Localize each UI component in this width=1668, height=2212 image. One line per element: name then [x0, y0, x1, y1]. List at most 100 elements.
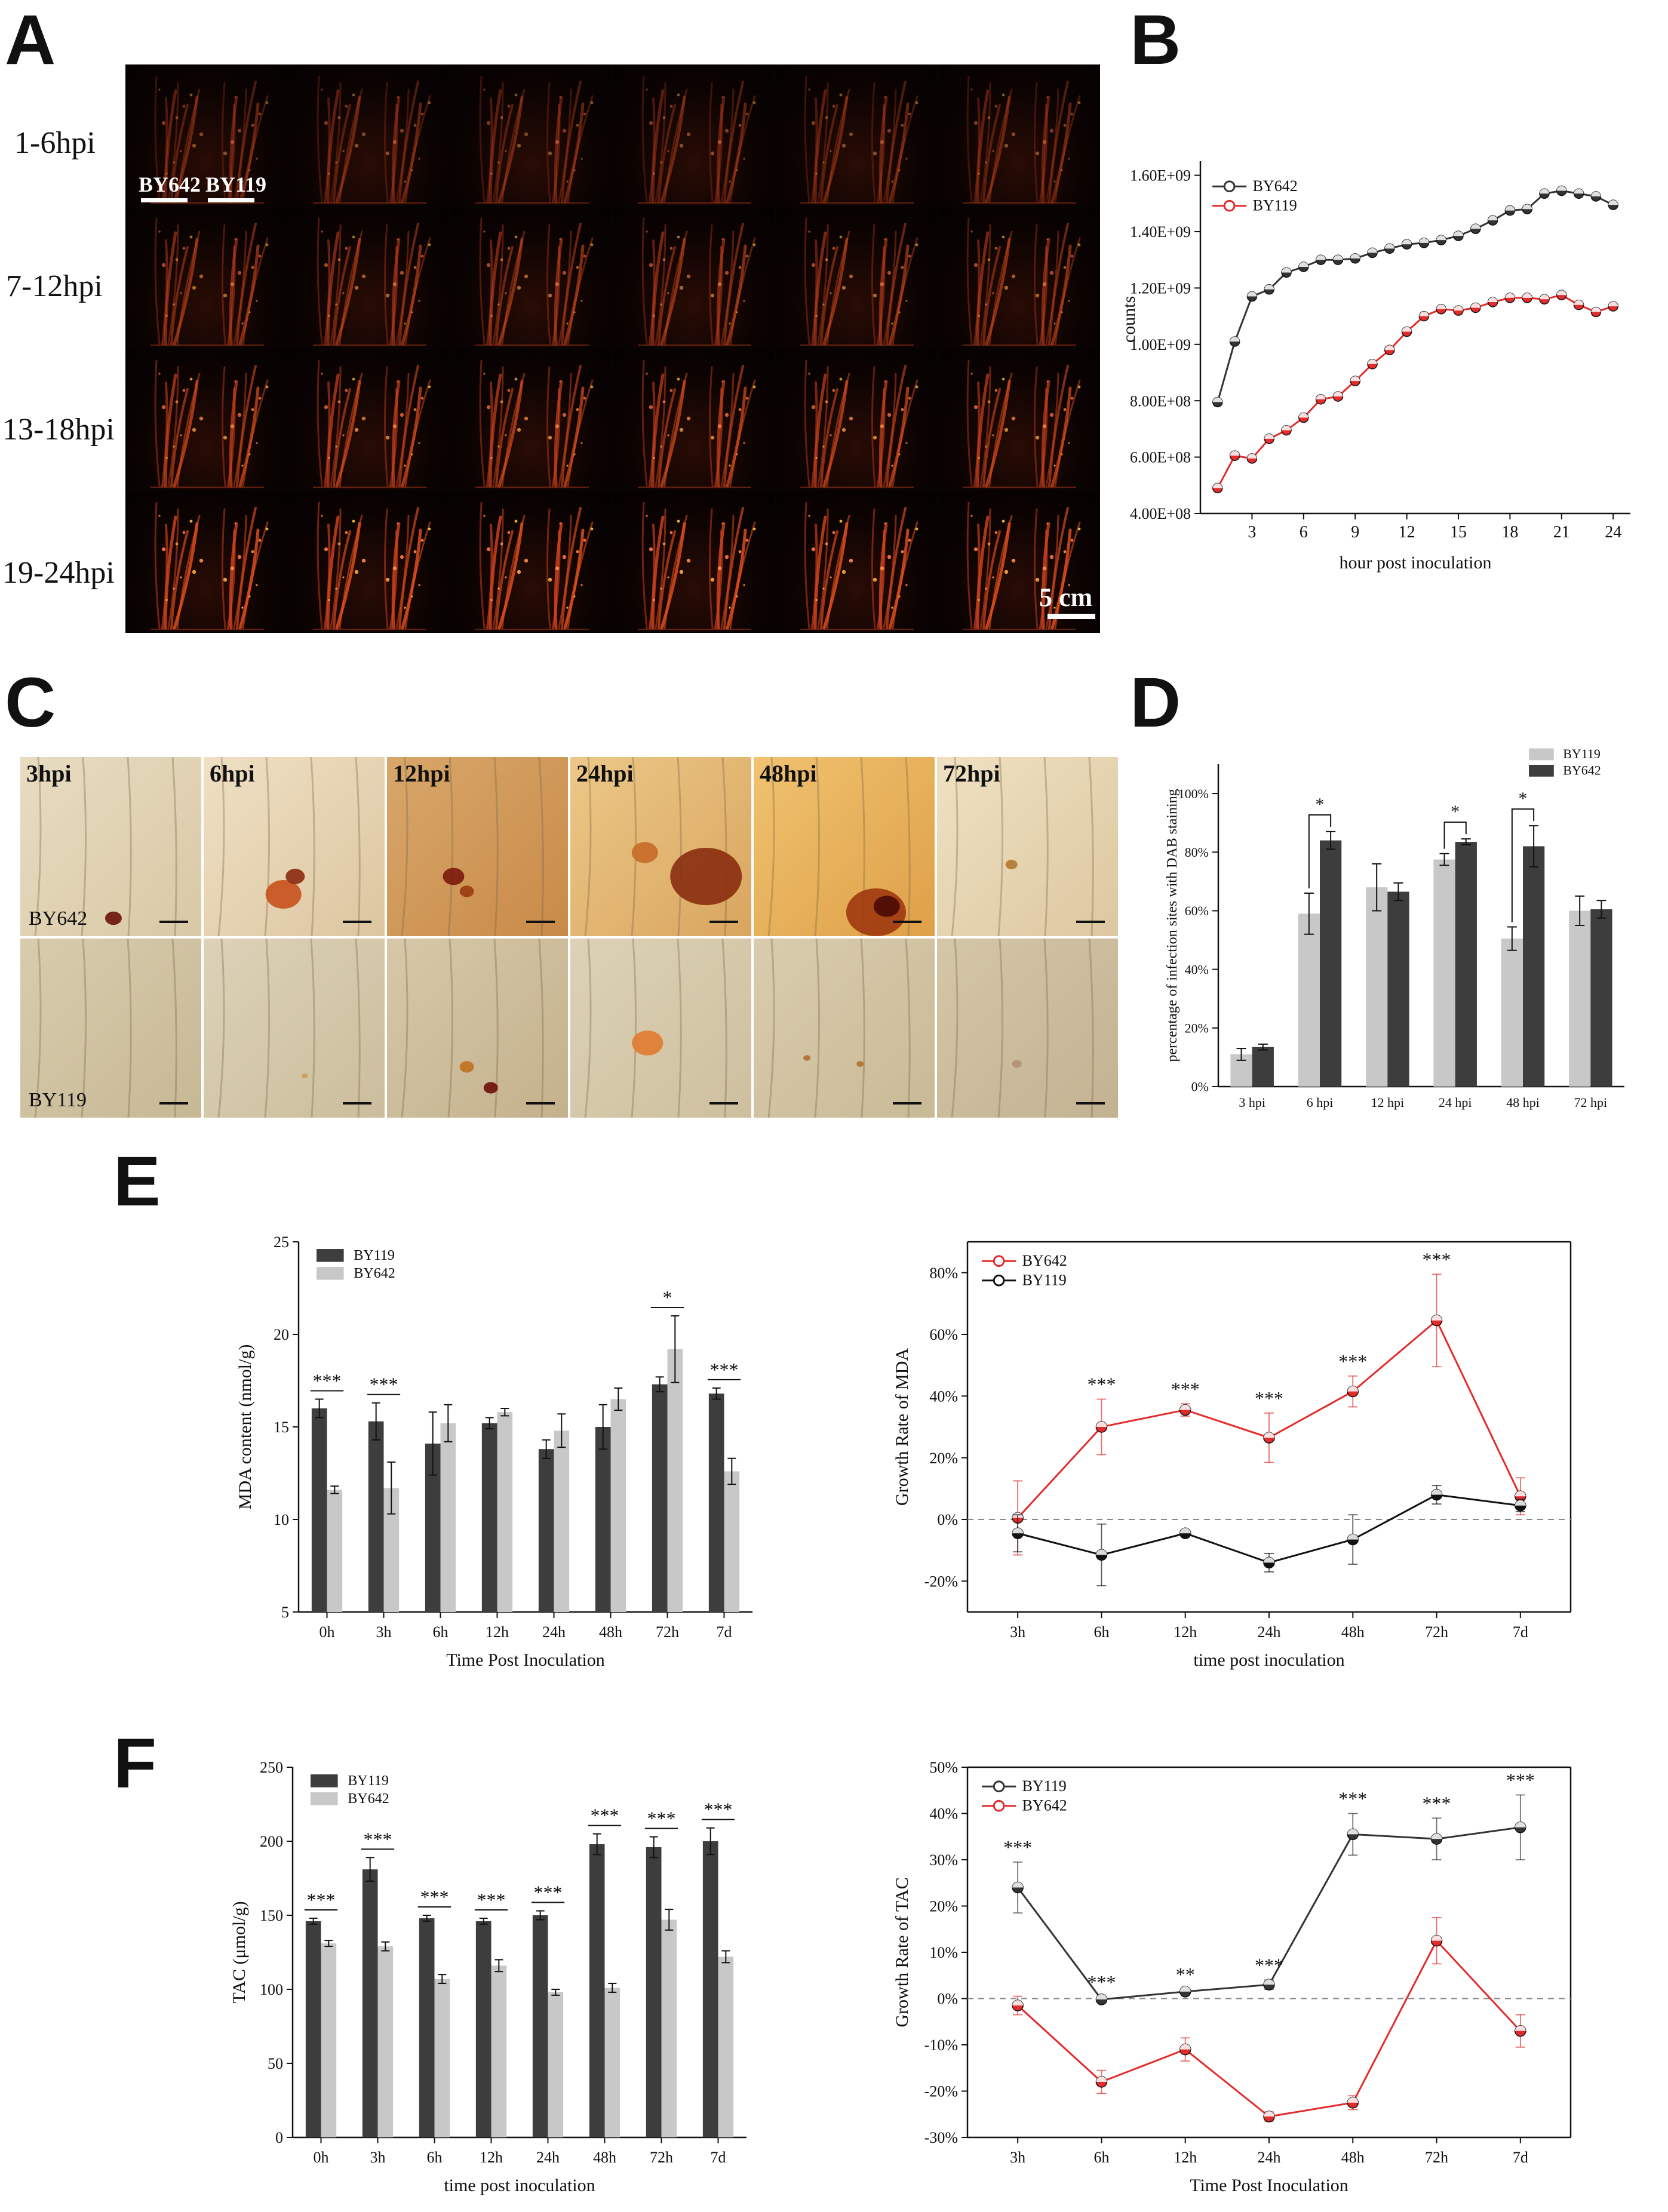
- marker-highlight: [1179, 1528, 1191, 1534]
- leaf-blade: [495, 246, 514, 345]
- fluorescence-spot: [660, 303, 662, 306]
- marker-highlight: [1247, 453, 1257, 459]
- fluorescence-spot: [234, 380, 236, 383]
- leaf-blade: [558, 88, 572, 203]
- leaf-blade: [811, 97, 818, 203]
- panel-letter-e: E: [113, 1142, 161, 1221]
- fluorescence-spot: [342, 292, 345, 294]
- leaf-blade: [716, 96, 726, 204]
- fluorescence-spot: [562, 128, 567, 133]
- fluorescence-spot: [345, 104, 348, 108]
- legend-swatch: [317, 1267, 344, 1280]
- x-tick-label: 24h: [542, 1623, 566, 1641]
- x-tick-label: 72h: [1425, 1623, 1448, 1641]
- y-tick-label: 30%: [929, 1851, 958, 1869]
- legend-label: BY119: [1022, 1272, 1067, 1289]
- fluorescence-spot: [590, 527, 594, 531]
- cell-wall-texture-icon: [584, 757, 742, 936]
- marker-highlight: [1212, 483, 1222, 488]
- fluorescence-spot: [562, 555, 567, 559]
- leaf-blade: [976, 231, 990, 346]
- leaf-blade: [708, 82, 714, 203]
- leaf-blade: [398, 507, 419, 629]
- fluorescence-spot: [898, 169, 901, 171]
- leaf-blade: [546, 366, 551, 487]
- leaf-blade: [236, 81, 257, 203]
- leaf-blade: [888, 244, 910, 346]
- fluorescence-spot: [256, 158, 258, 160]
- fluorescence-cell: [776, 208, 936, 347]
- leaf-blade: [726, 102, 747, 204]
- leaf-blade: [871, 82, 876, 203]
- bar: [321, 1943, 337, 2137]
- marker-highlight: [1470, 224, 1480, 229]
- fluorescence-spot: [486, 405, 491, 410]
- plant-silhouette-icon: [800, 75, 919, 204]
- marker-highlight: [1515, 1491, 1526, 1497]
- fluorescence-spot: [1053, 180, 1056, 183]
- x-tick-label: 12 hpi: [1371, 1095, 1405, 1110]
- marker-highlight: [1368, 248, 1377, 253]
- fluorescence-spot: [490, 599, 493, 601]
- dab-stain-spot: [483, 1082, 498, 1094]
- cell-wall-texture-icon: [767, 939, 911, 1118]
- leaf-blade: [173, 380, 199, 488]
- fluorescence-spot: [717, 566, 722, 571]
- fluorescence-spot: [973, 547, 978, 552]
- fluorescence-spot: [978, 173, 980, 175]
- cell-wall: [81, 757, 87, 936]
- leaf-blade: [404, 521, 431, 629]
- leaf-blade: [651, 515, 665, 630]
- fluorescence-spot: [891, 322, 893, 325]
- fluorescence-cell: [939, 492, 1099, 632]
- fluorescence-spot: [234, 96, 236, 99]
- leaf-blade: [554, 522, 563, 630]
- marker-highlight: [1264, 1979, 1274, 1985]
- marker-highlight: [1096, 1422, 1107, 1427]
- fluorescence-spot: [507, 531, 511, 534]
- leaf-blade: [546, 508, 551, 629]
- y-tick-label: 0%: [937, 1511, 958, 1528]
- fluorescence-spot: [898, 453, 901, 456]
- fluorescence-cell: [614, 66, 774, 205]
- bar: [1455, 842, 1477, 1087]
- cell-wall: [217, 939, 225, 1118]
- fluorescence-spot: [507, 104, 511, 108]
- leaf-blade: [658, 530, 676, 629]
- leaf-blade: [729, 237, 756, 345]
- significance-label: ***: [534, 1882, 563, 1903]
- marker-highlight: [1347, 1534, 1359, 1540]
- fluorescence-spot: [679, 570, 684, 574]
- bar: [610, 1399, 626, 1612]
- fluorescence-spot: [420, 539, 424, 542]
- fluorescence-spot: [686, 132, 691, 137]
- leaf-blade: [708, 366, 714, 487]
- fluorescence-spot: [342, 434, 345, 436]
- fluorescence-spot: [352, 377, 355, 381]
- fluorescence-spot: [158, 373, 161, 375]
- leaf-blade: [655, 82, 666, 203]
- fluorescence-spot: [1046, 96, 1049, 99]
- cell-wall: [1043, 757, 1049, 936]
- bar: [1523, 846, 1545, 1087]
- fluorescence-spot: [970, 515, 973, 517]
- fluorescence-cell: [127, 208, 287, 347]
- cell-wall: [81, 939, 87, 1118]
- significance-label: ***: [307, 1889, 336, 1910]
- fluorescence-spot: [573, 169, 576, 171]
- leaf-blade: [878, 96, 888, 204]
- fluorescence-spot: [898, 311, 901, 313]
- y-tick-label: 20%: [929, 1450, 958, 1467]
- fluorescence-spot: [825, 116, 828, 119]
- dab-stain-spot: [632, 1030, 663, 1056]
- legend-label: BY642: [1022, 1252, 1067, 1269]
- fluorescence-spot: [653, 173, 655, 175]
- plant-silhouette-icon: [963, 75, 1081, 204]
- marker-highlight: [1515, 1822, 1526, 1828]
- fluorescence-spot: [418, 300, 420, 302]
- y-tick-label: 10: [274, 1511, 289, 1528]
- fluorescence-spot: [392, 566, 397, 571]
- marker-highlight: [1454, 306, 1463, 311]
- fluorescence-spot: [428, 243, 431, 247]
